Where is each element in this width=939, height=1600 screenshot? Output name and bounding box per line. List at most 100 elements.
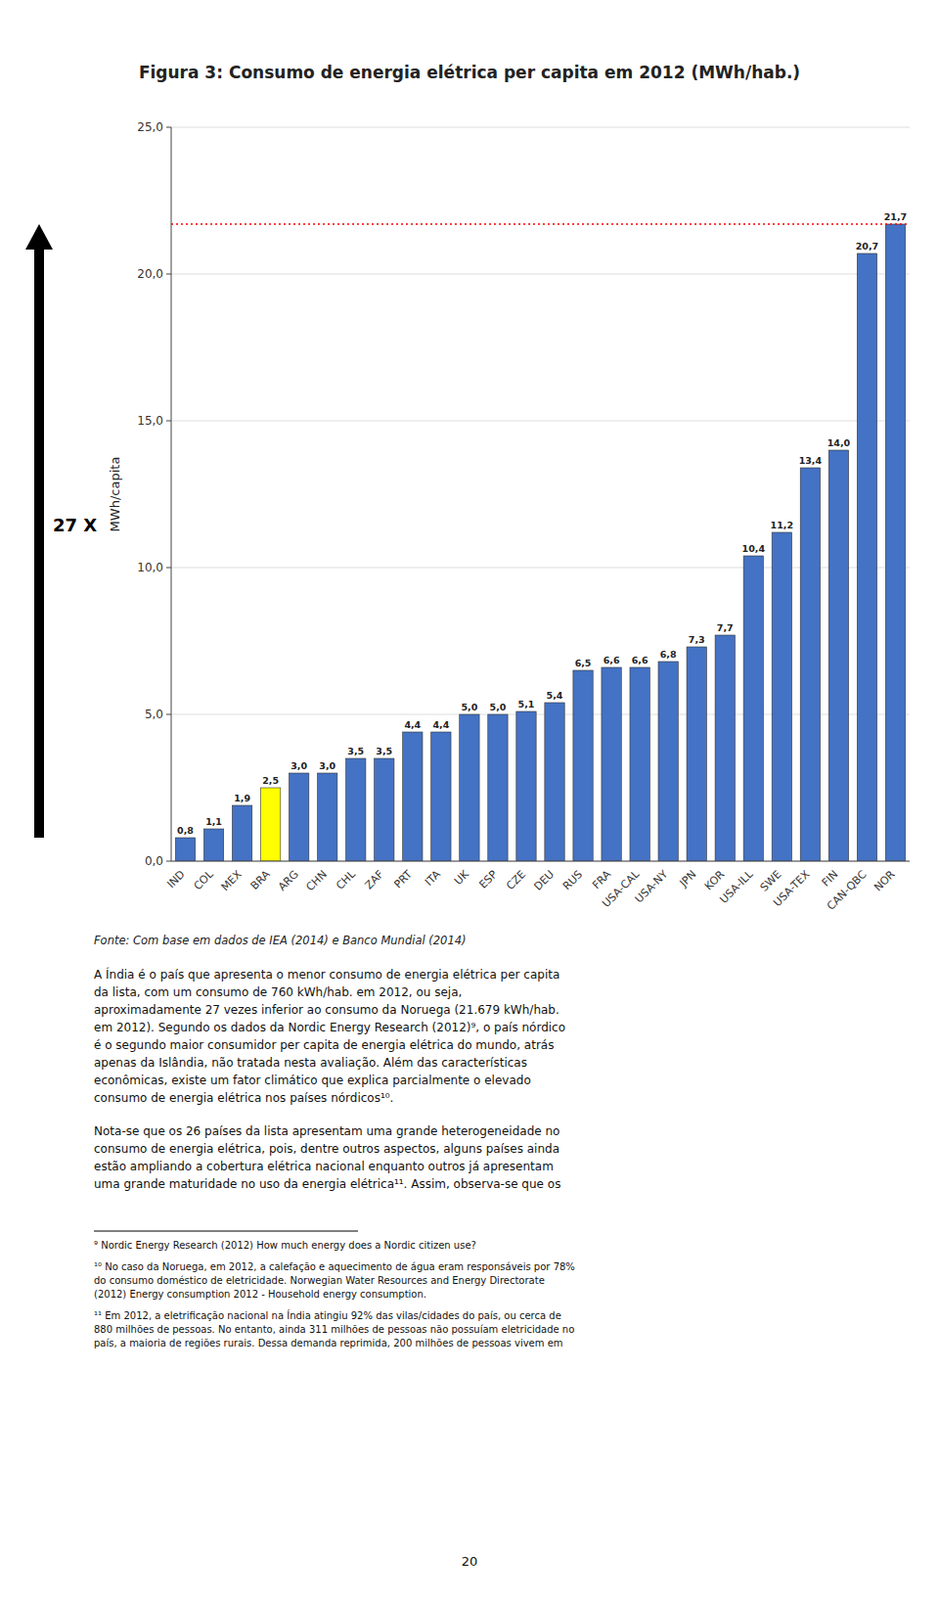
body-text: é o segundo maior consumidor per capita … bbox=[93, 1037, 554, 1052]
grid-line bbox=[171, 567, 910, 569]
data-label: 2,5 bbox=[262, 774, 279, 786]
body-text: econômicas, existe um fator climático qu… bbox=[93, 1073, 532, 1087]
footnote: do consumo doméstico de eletricidade. No… bbox=[93, 1274, 545, 1286]
x-tick-label: UK bbox=[451, 866, 473, 888]
body-text: estão ampliando a cobertura elétrica nac… bbox=[93, 1159, 554, 1173]
y-tick bbox=[166, 860, 172, 862]
x-tick-label: USA-NY bbox=[632, 867, 671, 906]
data-label: 3,5 bbox=[375, 745, 393, 757]
body-text: consumo de energia elétrica, pois, dentr… bbox=[93, 1141, 560, 1156]
x-tick-label: KOR bbox=[702, 867, 728, 894]
y-tick bbox=[166, 273, 172, 275]
data-label: 4,4 bbox=[432, 718, 449, 730]
data-label: 5,4 bbox=[546, 689, 564, 701]
data-label: 6,8 bbox=[660, 648, 677, 660]
footnote: ¹¹ Em 2012, a eletrificação nacional na … bbox=[93, 1308, 562, 1321]
body-text: A Índia é o país que apresenta o menor c… bbox=[93, 966, 560, 982]
y-tick-label: 0,0 bbox=[144, 853, 164, 868]
body-text: consumo de energia elétrica nos países n… bbox=[93, 1090, 394, 1105]
grid-line bbox=[171, 860, 910, 862]
footnote-separator bbox=[93, 1230, 358, 1232]
grid-line bbox=[171, 714, 910, 716]
x-tick-label: FIN bbox=[819, 867, 842, 890]
x-tick-label: PRT bbox=[391, 867, 415, 892]
arrow bbox=[25, 223, 53, 838]
bar bbox=[289, 772, 310, 861]
y-axis-label: MWh/capita bbox=[107, 456, 123, 533]
grid-line bbox=[171, 273, 910, 275]
data-label: 6,5 bbox=[575, 657, 592, 669]
data-label: 13,4 bbox=[799, 454, 823, 466]
data-label: 5,0 bbox=[490, 701, 507, 713]
y-tick bbox=[166, 567, 172, 569]
data-label: 11,2 bbox=[770, 519, 794, 531]
x-tick-label: ARG bbox=[275, 867, 302, 894]
chart-title: Figura 3: Consumo de energia elétrica pe… bbox=[138, 62, 801, 83]
data-label: 21,7 bbox=[884, 211, 907, 223]
data-label: 7,3 bbox=[688, 633, 706, 645]
bar bbox=[800, 467, 820, 861]
bar bbox=[573, 670, 593, 861]
page: Figura 3: Consumo de energia elétrica pe… bbox=[0, 0, 939, 1600]
x-tick-label: ZAF bbox=[362, 867, 387, 892]
x-tick-label: ITA bbox=[422, 867, 444, 889]
bar bbox=[828, 449, 849, 861]
data-label: 1,9 bbox=[233, 792, 251, 804]
grid-line bbox=[171, 127, 910, 129]
bar bbox=[715, 634, 735, 861]
data-label: 3,5 bbox=[347, 745, 364, 757]
bar bbox=[374, 758, 395, 861]
x-tick-label: NOR bbox=[871, 867, 898, 895]
x-tick-label: ESP bbox=[476, 867, 500, 892]
x-tick-label: CAN-QBC bbox=[824, 867, 870, 913]
reference-line bbox=[171, 223, 910, 225]
y-tick-label: 15,0 bbox=[136, 413, 164, 428]
bar bbox=[629, 667, 650, 861]
x-tick-label: USA-TEX bbox=[770, 867, 813, 910]
data-label: 5,0 bbox=[460, 701, 478, 713]
body-text: apenas da Islândia, não tratada nesta av… bbox=[93, 1055, 528, 1070]
data-label: 4,4 bbox=[403, 718, 421, 730]
bar bbox=[601, 667, 622, 861]
grid-line bbox=[171, 420, 910, 422]
x-axis bbox=[171, 860, 910, 862]
footnote: ⁹ Nordic Energy Research (2012) How much… bbox=[93, 1239, 477, 1251]
data-label: 3,0 bbox=[318, 760, 336, 771]
bar bbox=[488, 714, 508, 861]
source: Fonte: Com base em dados de IEA (2014) e… bbox=[93, 933, 467, 947]
x-tick-label: USA-CAL bbox=[599, 866, 643, 910]
bar bbox=[516, 711, 537, 861]
bar bbox=[175, 837, 195, 861]
bar bbox=[317, 772, 338, 861]
y-tick-label: 20,0 bbox=[136, 267, 164, 281]
x-tick-label: BRA bbox=[248, 867, 273, 893]
x-tick-label: USA-ILL bbox=[717, 866, 758, 906]
bar bbox=[260, 787, 280, 861]
y-tick-label: 25,0 bbox=[136, 120, 164, 135]
bar bbox=[544, 702, 565, 861]
y-tick bbox=[166, 714, 172, 716]
body-text: Nota-se que os 26 países da lista aprese… bbox=[93, 1123, 560, 1138]
data-label: 5,1 bbox=[518, 698, 536, 710]
bar bbox=[743, 555, 763, 861]
x-tick-label: RUS bbox=[560, 867, 585, 893]
footnote: país, a maioria de regiões rurais. Dessa… bbox=[93, 1337, 564, 1348]
bar bbox=[856, 253, 877, 861]
x-tick-label: IND bbox=[164, 867, 187, 891]
x-tick-label: CZE bbox=[503, 867, 529, 893]
bar bbox=[203, 828, 224, 861]
data-label: 10,4 bbox=[742, 542, 766, 554]
data-label: 0,8 bbox=[177, 824, 194, 836]
y-tick bbox=[166, 420, 172, 422]
data-label: 20,7 bbox=[855, 240, 879, 252]
data-label: 3,0 bbox=[290, 760, 308, 771]
bar bbox=[885, 223, 905, 861]
body-text: uma grande maturidade no uso da energia … bbox=[93, 1176, 561, 1191]
bar bbox=[402, 731, 423, 861]
y-tick bbox=[166, 127, 172, 129]
footnote: 880 milhões de pessoas. No entanto, aind… bbox=[93, 1323, 575, 1335]
x-tick-label: COL bbox=[191, 866, 218, 893]
footnote: ¹⁰ No caso da Noruega, em 2012, a calefa… bbox=[93, 1260, 576, 1272]
footnote: (2012) Energy consumption 2012 - Househo… bbox=[93, 1288, 427, 1299]
body-text: aproximadamente 27 vezes inferior ao con… bbox=[93, 1002, 560, 1017]
